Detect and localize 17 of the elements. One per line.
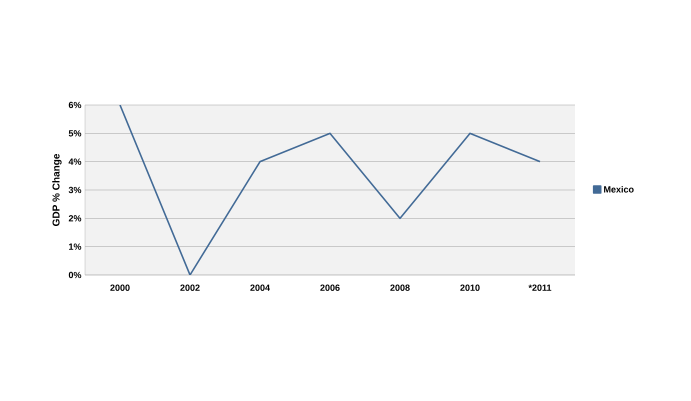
y-tick-label: 5% — [68, 130, 82, 137]
y-tick-label: 0% — [68, 272, 82, 278]
y-tick-label: 3% — [68, 186, 82, 194]
x-tick-label: 2002 — [180, 284, 200, 291]
y-tick-label: 6% — [68, 102, 82, 108]
x-tick-label: 2000 — [110, 284, 130, 291]
x-tick-label: 2010 — [460, 284, 480, 291]
y-axis-title: GDP % Change — [52, 154, 62, 226]
x-tick-label: 2006 — [320, 284, 340, 291]
line-series — [119, 104, 541, 275]
y-tick-label: 2% — [68, 215, 82, 222]
y-tick-label: 1% — [69, 243, 82, 250]
x-tick-label: *2011 — [528, 284, 552, 291]
legend-label: Mexico — [604, 186, 634, 193]
x-tick-label: 2008 — [390, 284, 410, 291]
y-tick-label: 4% — [68, 158, 82, 165]
x-tick-label: 2004 — [250, 284, 270, 291]
